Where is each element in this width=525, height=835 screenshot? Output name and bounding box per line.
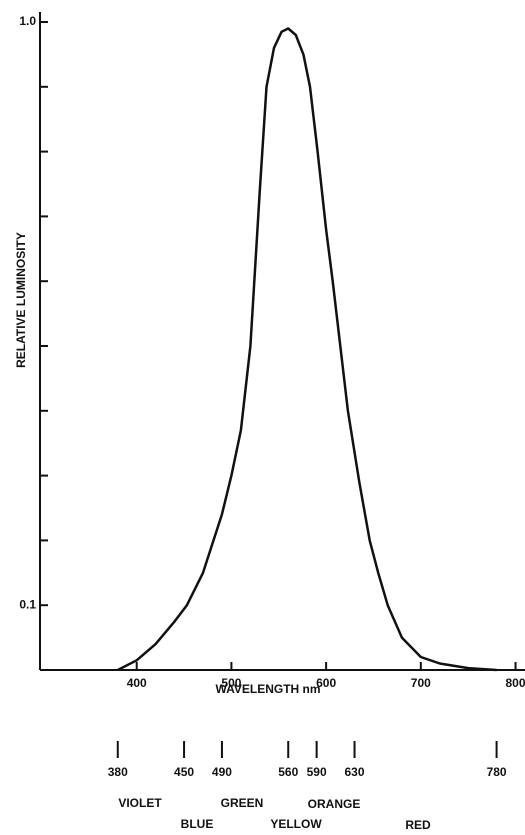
x-tick-label: 400	[127, 676, 147, 690]
wavelength-label: 490	[212, 765, 232, 779]
x-tick-label: 800	[506, 676, 525, 690]
x-tick-label: 500	[221, 676, 241, 690]
color-name: ORANGE	[308, 797, 361, 811]
color-name: GREEN	[221, 796, 264, 810]
wavelength-label: 380	[108, 765, 128, 779]
wavelength-label: 590	[307, 765, 327, 779]
wavelength-label: 450	[174, 765, 194, 779]
x-axis-label: WAVELENGTH nm	[215, 682, 320, 696]
x-tick-label: 700	[411, 676, 431, 690]
color-name: YELLOW	[270, 817, 322, 831]
y-tick-label: 0.1	[19, 597, 36, 611]
curve	[117, 27, 497, 672]
wavelength-label: 780	[487, 765, 507, 779]
color-name: BLUE	[181, 817, 214, 831]
color-name: VIOLET	[118, 796, 162, 810]
x-tick-label: 600	[316, 676, 336, 690]
wavelength-label: 630	[345, 765, 365, 779]
wavelength-label: 560	[278, 765, 298, 779]
y-tick-label: 1.0	[19, 14, 36, 28]
color-name: RED	[405, 818, 431, 832]
y-axis-label: RELATIVE LUMINOSITY	[14, 232, 28, 368]
